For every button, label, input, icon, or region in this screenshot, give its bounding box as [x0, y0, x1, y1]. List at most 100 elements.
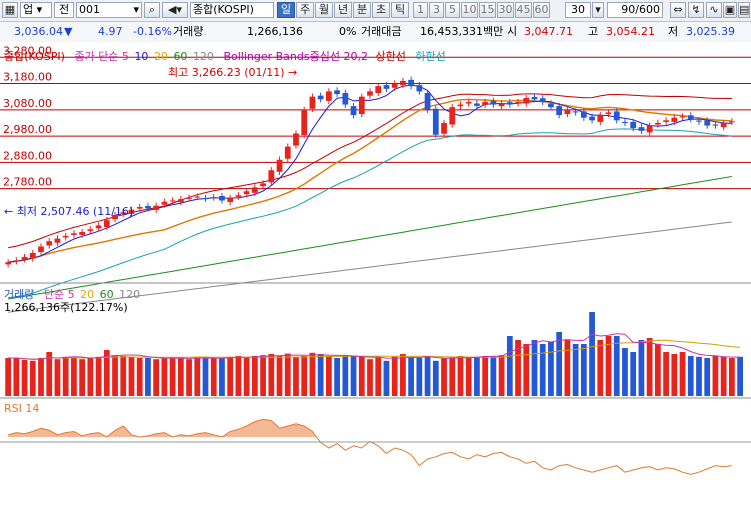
volume-bar [202, 358, 209, 396]
rsi-legend: RSI 14 [4, 402, 45, 415]
volume-bar [120, 356, 127, 396]
interval-button-3[interactable]: 3 [429, 2, 444, 18]
volume-legend: 거래량 단순 5 20 60 120 [4, 286, 146, 302]
volume-bar [737, 356, 743, 396]
bb-lower-line [8, 128, 732, 299]
change-value: 4.97 [98, 25, 123, 38]
volume-value: 1,266,136 [247, 25, 303, 38]
candle-body [342, 92, 349, 105]
candle-body [169, 200, 176, 202]
market-select[interactable]: 업 ▾ [20, 2, 52, 18]
volume-bar [210, 358, 217, 396]
candle-body [498, 103, 505, 107]
volume-bar [103, 350, 110, 396]
volume-bar [46, 352, 53, 396]
candle-body [334, 90, 340, 95]
candle-body [391, 83, 398, 88]
interval-button-15[interactable]: 15 [479, 2, 496, 18]
candle-body [589, 116, 595, 121]
interval-button-1[interactable]: 1 [413, 2, 428, 18]
period-button-3[interactable]: 년 [334, 2, 352, 18]
period-button-6[interactable]: 틱 [391, 2, 409, 18]
candle-body [630, 121, 637, 129]
volume-bar [87, 357, 94, 396]
search-icon[interactable]: ⌕ [144, 2, 160, 18]
candle-body [564, 109, 571, 115]
interval-button-10[interactable]: 10 [461, 2, 478, 18]
count-field[interactable]: 90/600 [607, 2, 663, 18]
save-icon[interactable]: ▣ [723, 2, 737, 18]
candle-body [186, 197, 192, 199]
candle-body [301, 109, 308, 136]
ma-legend-5: 종가 단순 5 [74, 50, 129, 63]
volume-bar [350, 356, 357, 396]
price-tick-label-5: 2,780.00 [3, 176, 52, 189]
settings-icon[interactable]: ▤ [738, 2, 750, 18]
price-tick-label-2: 3,080.00 [3, 97, 52, 110]
volume-bar [29, 360, 36, 396]
period-button-2[interactable]: 월 [315, 2, 333, 18]
volume-bar [186, 359, 192, 396]
volume-bar [128, 356, 135, 396]
interval-button-60[interactable]: 60 [533, 2, 550, 18]
candle-body [62, 235, 69, 238]
candle-body [325, 91, 332, 101]
amount-value: 16,453,331백만 [420, 25, 504, 38]
candle-body [490, 100, 497, 105]
interval-button-30[interactable]: 30 [497, 2, 514, 18]
candle-body [128, 209, 135, 214]
volume-bar [71, 357, 77, 396]
interval-button-5[interactable]: 5 [445, 2, 460, 18]
volume-bar [613, 336, 620, 396]
candle-body [474, 103, 480, 106]
price-tick-label-1: 3,180.00 [3, 71, 52, 84]
chart-area[interactable]: 3,280.00 3,180.00 3,080.00 2,980.00 2,880.00… [0, 42, 751, 516]
bb-lower-legend: 하한선 [415, 50, 446, 63]
split-icon[interactable]: ⇔ [670, 2, 686, 18]
graph-icon[interactable]: ∿ [706, 2, 722, 18]
candle-body [202, 198, 209, 200]
rsi-line [7, 418, 732, 475]
volume-bar [334, 358, 340, 396]
candle-body [424, 92, 431, 110]
code-input[interactable]: 001 ▾ [76, 2, 142, 18]
volume-bar [712, 356, 719, 396]
volume-bar [54, 359, 61, 396]
volume-bar [62, 356, 69, 396]
volume-bar [5, 358, 11, 396]
max-annotation: 최고 3,266.23 (01/11) → [168, 66, 298, 79]
interval-spin-icon[interactable]: ▾ [592, 2, 604, 18]
candle-body [95, 225, 102, 229]
candle-body [482, 101, 489, 105]
volume-bar [556, 332, 563, 396]
candle-body [408, 79, 415, 87]
period-button-5[interactable]: 초 [372, 2, 390, 18]
ma20-line [8, 98, 732, 263]
volume-bar [177, 357, 184, 396]
interval-input[interactable]: 30 [565, 2, 591, 18]
candle-body [580, 111, 587, 118]
candle-body [219, 196, 225, 201]
candle-body [260, 183, 266, 187]
candle-body [441, 122, 447, 134]
speaker-icon[interactable]: ◀▾ [162, 2, 188, 18]
bb-legend: Bollinger Bands중심선 20,2 [223, 50, 368, 63]
period-button-1[interactable]: 주 [296, 2, 314, 18]
grid-icon[interactable]: ▦ [2, 2, 18, 18]
volume-bar [457, 356, 464, 396]
kind-button[interactable]: 전 [54, 2, 74, 18]
candle-body [367, 91, 373, 96]
ma120-line [8, 221, 732, 313]
interval-button-45[interactable]: 45 [515, 2, 532, 18]
candle-body [531, 96, 538, 100]
low-value: 3,025.39 [686, 25, 735, 38]
period-button-0[interactable]: 일 [277, 2, 295, 18]
candle-body [243, 191, 250, 195]
volume-bar [400, 354, 406, 396]
candle-body [654, 122, 661, 125]
candle-body [720, 122, 727, 128]
volume-bar [416, 358, 423, 396]
draw-icon[interactable]: ↯ [688, 2, 704, 18]
volume-ma-120: 120 [119, 288, 141, 301]
period-button-4[interactable]: 분 [353, 2, 371, 18]
